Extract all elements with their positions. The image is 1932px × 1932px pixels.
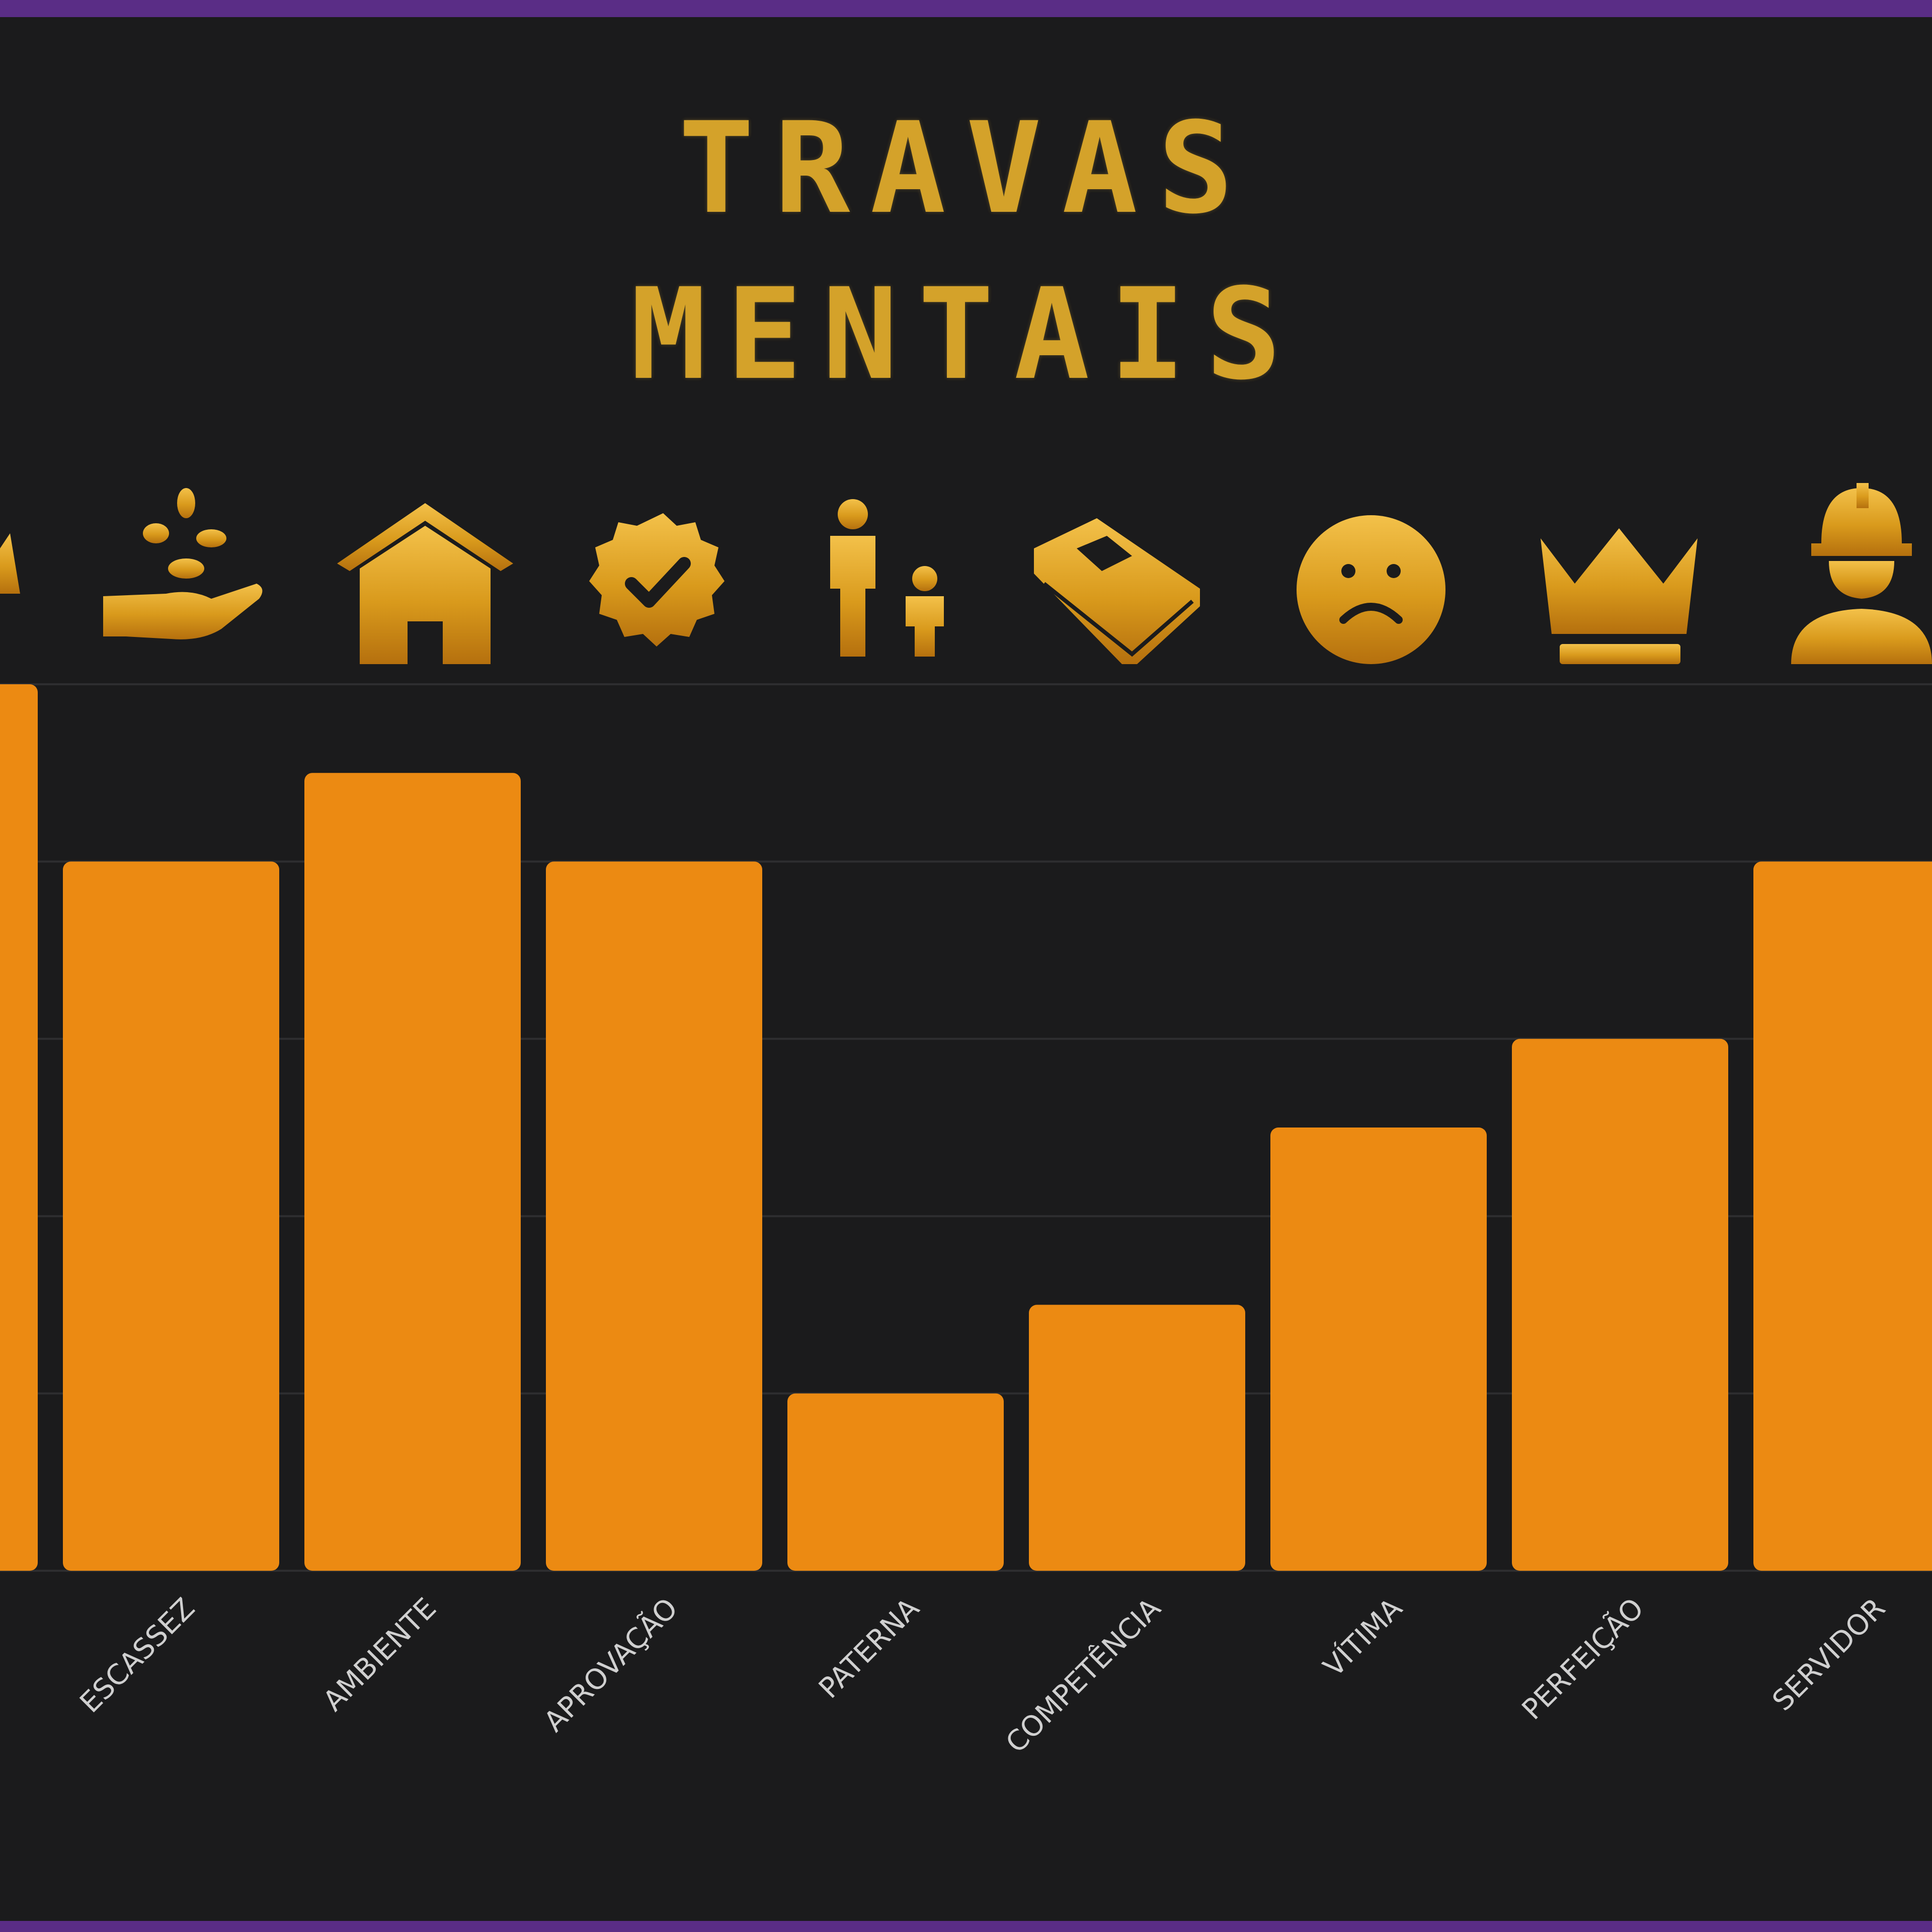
bar-servidor	[1753, 861, 1932, 1571]
x-tick-label: APROVAÇÃO	[538, 1592, 684, 1738]
bar-paterna	[787, 1393, 1004, 1571]
bar-vítima	[1270, 1128, 1487, 1571]
bar-aprovação	[546, 861, 762, 1571]
sad-face-icon	[1297, 515, 1445, 664]
bar-cropped	[0, 684, 38, 1571]
parent-child-icon	[830, 499, 944, 657]
title-line-1: TRAVAS	[678, 95, 1254, 242]
x-tick-label: AMBIENTE	[317, 1592, 443, 1718]
worker-helmet-icon	[1791, 483, 1932, 664]
bottom-frame-border	[0, 1921, 1932, 1932]
top-frame-border	[0, 0, 1932, 17]
x-tick-label: VÍTIMA	[1317, 1591, 1409, 1683]
bar-perfeição	[1512, 1038, 1728, 1571]
bar-competência	[1029, 1305, 1245, 1571]
x-tick-label: PATERNA	[813, 1592, 926, 1705]
money-bag-icon	[0, 533, 20, 594]
x-tick-label: ESCASSEZ	[74, 1592, 201, 1719]
book-icon	[1034, 518, 1200, 664]
bar-escassez	[63, 861, 279, 1571]
chart-title: TRAVAS MENTAIS	[0, 86, 1932, 418]
hand-coins-icon	[103, 488, 263, 639]
bar-ambiente	[304, 773, 521, 1571]
title-line-2: MENTAIS	[630, 261, 1302, 408]
x-tick-label: SERVIDOR	[1766, 1592, 1891, 1717]
verified-badge-icon	[589, 513, 725, 647]
crown-icon	[1541, 528, 1698, 664]
x-tick-label: PERFEIÇÃO	[1516, 1592, 1650, 1726]
x-tick-label: COMPETÊNCIA	[1000, 1592, 1167, 1759]
house-icon	[337, 503, 513, 664]
